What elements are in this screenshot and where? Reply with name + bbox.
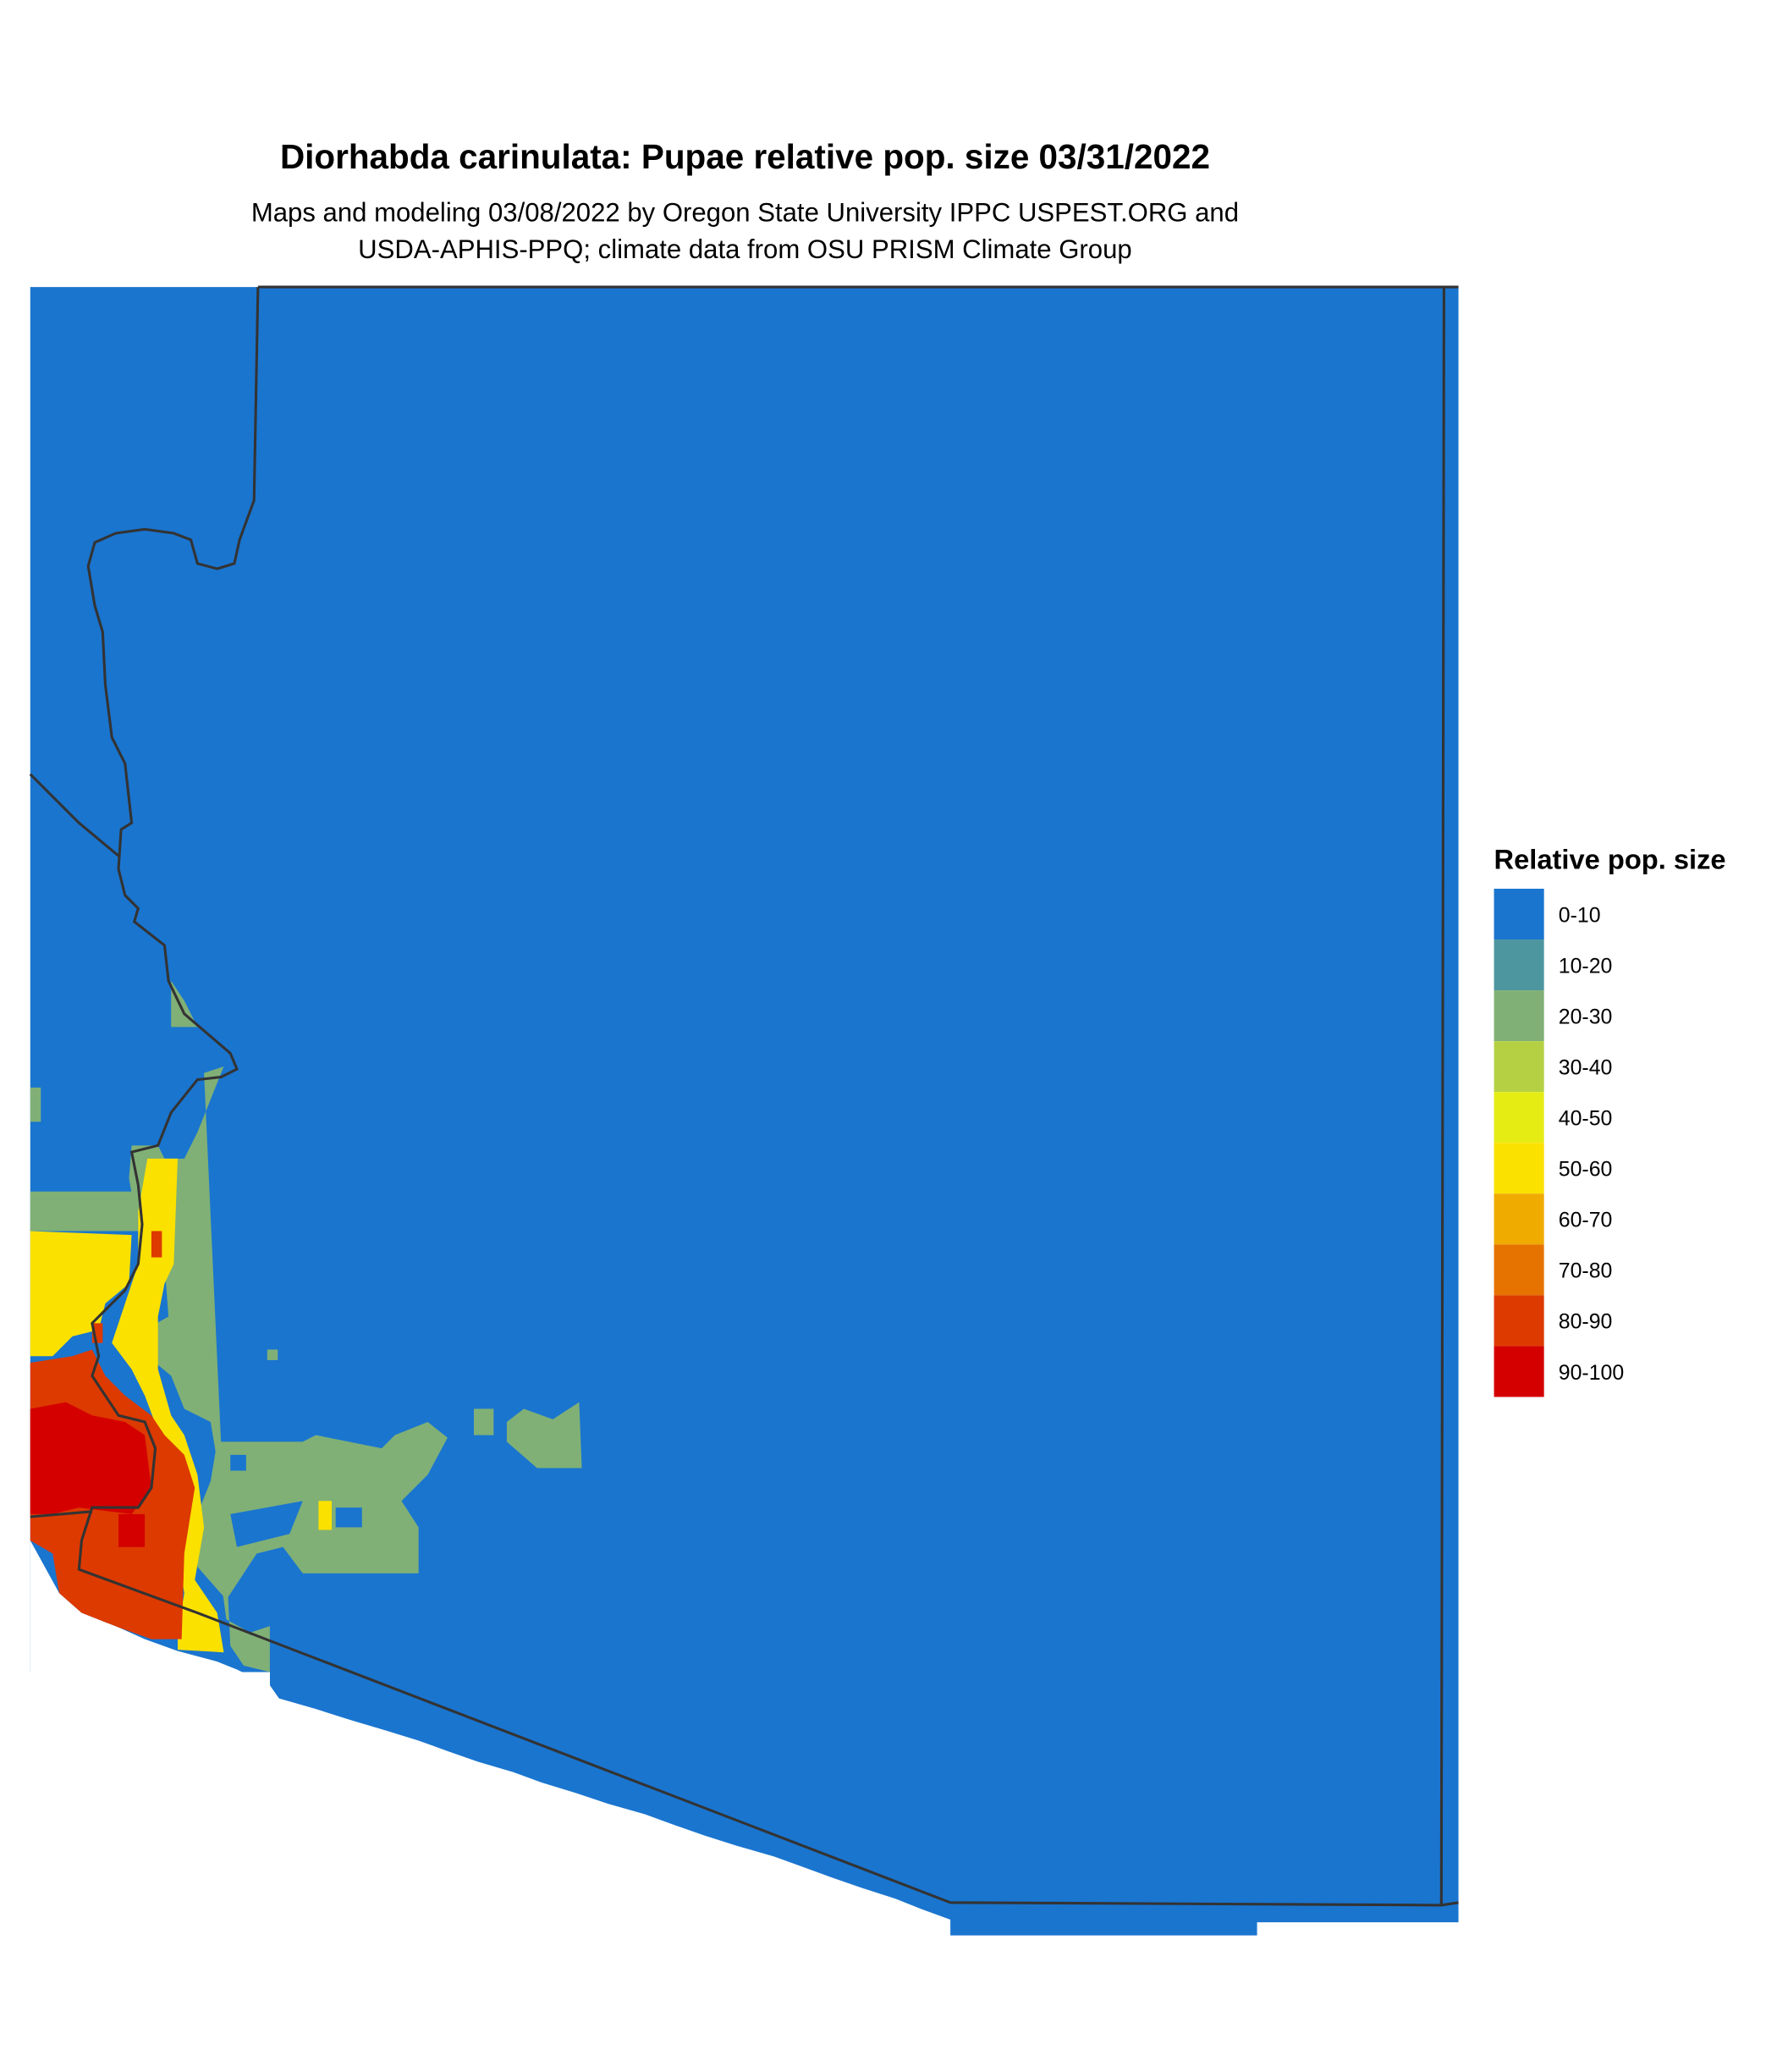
- legend-label: 20-30: [1559, 1005, 1613, 1028]
- border: [77, 287, 1459, 1907]
- map-subtitle: Maps and modeling 03/08/2022 by Oregon S…: [251, 197, 1239, 227]
- map-subtitle: USDA-APHIS-PPQ; climate data from OSU PR…: [358, 234, 1132, 264]
- border: [30, 1510, 93, 1518]
- region-very-high: [30, 1402, 151, 1547]
- raster: [30, 287, 1459, 1936]
- legend-label: 90-100: [1559, 1361, 1624, 1385]
- legend-swatch: [1494, 1092, 1544, 1143]
- legend-swatch: [1494, 889, 1544, 940]
- legend-label: 50-60: [1559, 1158, 1613, 1182]
- legend-label: 30-40: [1559, 1055, 1613, 1079]
- region-low: [30, 287, 1459, 1936]
- legend-swatch: [1494, 1244, 1544, 1296]
- region-high-mid: [30, 1158, 332, 1653]
- border: [1439, 287, 1445, 1905]
- legend-swatch: [1494, 940, 1544, 991]
- map-title: Diorhabda carinulata: Pupae relative pop…: [280, 137, 1210, 176]
- legend-swatch: [1494, 1041, 1544, 1093]
- legend: 0-10 10-20 20-30 30-40 40-50 50-60 60-70 70-80 8…: [1494, 889, 1624, 1397]
- legend-label: 80-90: [1559, 1310, 1613, 1334]
- legend-swatch: [1494, 1295, 1544, 1347]
- legend-label: 70-80: [1559, 1259, 1613, 1283]
- legend-label: 60-70: [1559, 1209, 1613, 1232]
- legend-swatch: [1494, 1193, 1544, 1245]
- legend-swatch: [1494, 990, 1544, 1042]
- boundaries: [29, 285, 1459, 1907]
- legend-title: Relative pop. size: [1494, 844, 1726, 875]
- legend-label: 0-10: [1559, 903, 1601, 927]
- legend-label: 10-20: [1559, 954, 1613, 978]
- border: [29, 773, 119, 857]
- legend-swatch: [1494, 1346, 1544, 1397]
- legend-swatch: [1494, 1143, 1544, 1194]
- region-low-cover: [30, 1540, 270, 1686]
- region-low-holes: [230, 1454, 362, 1547]
- legend-label: 40-50: [1559, 1107, 1613, 1131]
